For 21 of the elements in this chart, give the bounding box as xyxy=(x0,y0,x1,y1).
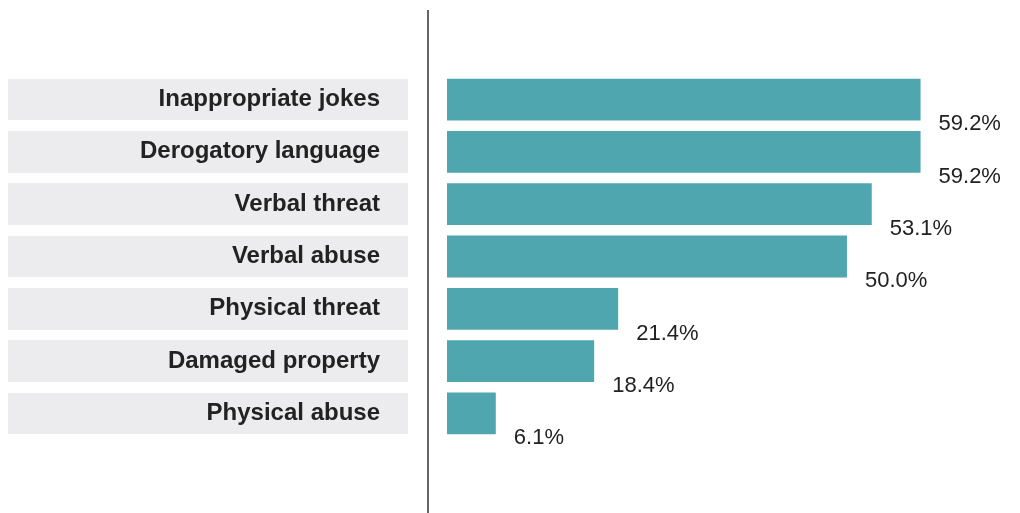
y-tick-label: Inappropriate jokes xyxy=(158,84,380,112)
bar xyxy=(447,287,619,330)
data-label: 6.1% xyxy=(513,424,564,450)
y-tick-label: Physical threat xyxy=(209,293,380,321)
data-label: 18.4% xyxy=(612,372,675,398)
data-label: 53.1% xyxy=(889,215,953,241)
data-label: 21.4% xyxy=(636,319,699,345)
y-tick-label: Damaged property xyxy=(167,345,381,373)
bar xyxy=(447,78,921,121)
bar xyxy=(447,130,921,173)
bar xyxy=(447,235,847,278)
data-label: 50.0% xyxy=(864,267,928,293)
y-tick-label: Verbal threat xyxy=(234,188,380,216)
y-tick-label: Verbal abuse xyxy=(231,241,380,269)
bar xyxy=(447,183,872,226)
y-tick-label: Derogatory language xyxy=(139,136,380,164)
data-label: 59.2% xyxy=(938,110,1001,136)
y-tick-label: Physical abuse xyxy=(206,398,380,426)
bar xyxy=(447,392,496,435)
bar xyxy=(447,340,595,383)
data-label: 59.2% xyxy=(938,162,1001,188)
